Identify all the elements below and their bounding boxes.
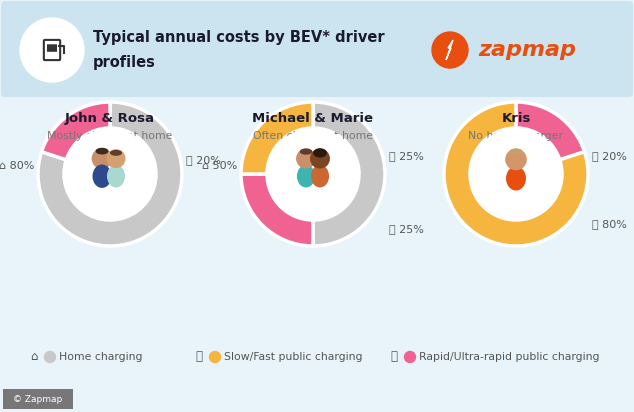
Wedge shape <box>313 102 385 246</box>
Circle shape <box>107 150 125 167</box>
Text: 🔋 25%: 🔋 25% <box>389 224 424 234</box>
Wedge shape <box>444 102 588 246</box>
Ellipse shape <box>314 149 326 157</box>
Circle shape <box>311 150 329 168</box>
Text: Rapid/Ultra-rapid public charging: Rapid/Ultra-rapid public charging <box>419 352 600 362</box>
Text: 🔋: 🔋 <box>390 351 397 363</box>
Text: Kris: Kris <box>501 112 531 124</box>
Text: 🔋 80%: 🔋 80% <box>592 219 627 229</box>
Text: ⌂ 80%: ⌂ 80% <box>0 161 34 171</box>
Ellipse shape <box>108 166 124 187</box>
Wedge shape <box>241 102 313 174</box>
Text: Michael & Marie: Michael & Marie <box>252 112 373 124</box>
Ellipse shape <box>111 151 121 155</box>
Text: John & Rosa: John & Rosa <box>65 112 155 124</box>
Text: 🔋 25%: 🔋 25% <box>389 151 424 161</box>
Text: Mostly charge at home: Mostly charge at home <box>48 131 172 141</box>
Text: ⌂ 50%: ⌂ 50% <box>202 161 237 171</box>
Wedge shape <box>516 102 585 160</box>
Text: 🔋 20%: 🔋 20% <box>186 155 221 165</box>
Ellipse shape <box>301 149 311 154</box>
Circle shape <box>209 351 221 363</box>
Circle shape <box>44 351 56 363</box>
Circle shape <box>65 129 155 219</box>
FancyBboxPatch shape <box>44 40 60 60</box>
Wedge shape <box>41 102 110 160</box>
Circle shape <box>297 150 315 168</box>
Circle shape <box>432 32 468 68</box>
Text: Slow/Fast public charging: Slow/Fast public charging <box>224 352 363 362</box>
Wedge shape <box>241 174 313 246</box>
Text: Home charging: Home charging <box>59 352 143 362</box>
Ellipse shape <box>312 166 328 187</box>
Text: © Zapmap: © Zapmap <box>13 395 63 403</box>
Circle shape <box>93 149 112 168</box>
Text: zapmap: zapmap <box>478 40 576 60</box>
Text: No home charger: No home charger <box>469 131 564 141</box>
Ellipse shape <box>510 149 522 154</box>
Circle shape <box>20 18 84 82</box>
FancyBboxPatch shape <box>1 1 633 97</box>
Ellipse shape <box>96 148 108 154</box>
Ellipse shape <box>297 166 314 187</box>
FancyBboxPatch shape <box>3 389 73 409</box>
Text: profiles: profiles <box>93 54 156 70</box>
Text: 🔋 20%: 🔋 20% <box>592 151 627 161</box>
Circle shape <box>506 150 526 170</box>
Ellipse shape <box>507 167 525 190</box>
Text: 🔋: 🔋 <box>195 351 202 363</box>
Circle shape <box>268 129 358 219</box>
Text: ⌂: ⌂ <box>30 351 37 363</box>
FancyBboxPatch shape <box>47 44 57 52</box>
Ellipse shape <box>93 165 111 187</box>
Text: Typical annual costs by BEV* driver: Typical annual costs by BEV* driver <box>93 30 385 44</box>
Polygon shape <box>446 40 453 60</box>
Wedge shape <box>38 102 182 246</box>
Circle shape <box>471 129 561 219</box>
Text: Often charge at home: Often charge at home <box>253 131 373 141</box>
Circle shape <box>404 351 415 363</box>
